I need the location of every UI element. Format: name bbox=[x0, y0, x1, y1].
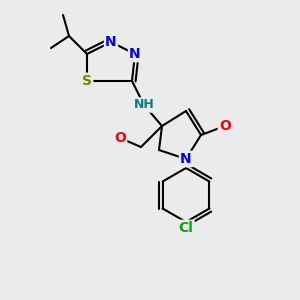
Text: O: O bbox=[219, 119, 231, 133]
Text: N: N bbox=[129, 47, 141, 61]
Text: N: N bbox=[105, 35, 117, 49]
Text: NH: NH bbox=[134, 98, 154, 112]
Text: N: N bbox=[180, 152, 192, 166]
Text: Cl: Cl bbox=[178, 221, 194, 235]
Text: O: O bbox=[114, 131, 126, 145]
Text: S: S bbox=[82, 74, 92, 88]
